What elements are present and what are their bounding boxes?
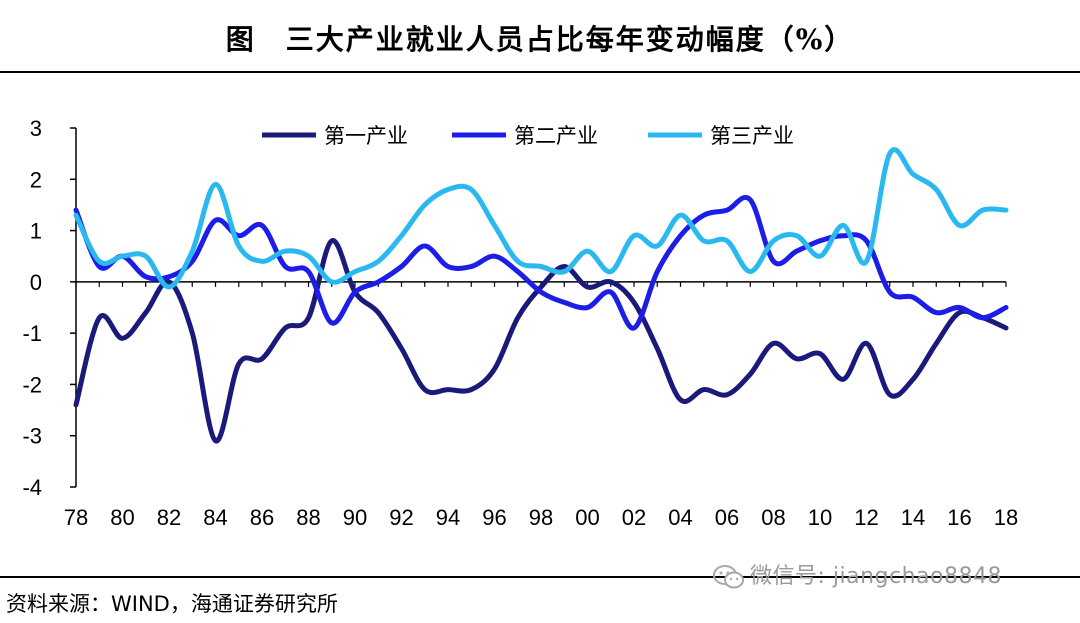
- x-tick-label: 86: [250, 505, 274, 530]
- y-tick-label: -3: [22, 424, 42, 449]
- x-tick-label: 78: [64, 505, 88, 530]
- x-tick-label: 90: [343, 505, 367, 530]
- watermark-text: 微信号: jiangchao8848: [750, 564, 1002, 589]
- chart-title: 图 三大产业就业人员占比每年变动幅度（%）: [225, 23, 855, 56]
- x-tick-label: 10: [808, 505, 832, 530]
- x-tick-label: 02: [622, 505, 646, 530]
- y-tick-label: 0: [30, 270, 42, 295]
- series-line-3: [73, 147, 1009, 290]
- top-rule: [0, 71, 1080, 73]
- x-tick-label: 80: [110, 505, 134, 530]
- x-tick-label: 04: [668, 505, 692, 530]
- x-tick-label: 98: [529, 505, 553, 530]
- x-tick-label: 12: [854, 505, 878, 530]
- legend-label-3: 第三产业: [710, 124, 794, 148]
- x-tick-label: 96: [482, 505, 506, 530]
- y-tick-label: 3: [30, 116, 42, 141]
- legend-label-2: 第二产业: [514, 124, 598, 148]
- x-tick-label: 16: [947, 505, 971, 530]
- x-tick-label: 92: [389, 505, 413, 530]
- x-tick-label: 14: [901, 505, 925, 530]
- y-tick-label: -2: [22, 372, 42, 397]
- x-tick-label: 84: [203, 505, 227, 530]
- x-tick-label: 08: [761, 505, 785, 530]
- wechat-icon: [713, 565, 744, 589]
- series-line-1: [73, 238, 1009, 444]
- bottom-rule: [0, 576, 1080, 578]
- y-tick-label: -1: [22, 321, 42, 346]
- legend-label-1: 第一产业: [324, 124, 408, 148]
- y-tick-label: 2: [30, 167, 42, 192]
- x-tick-label: 00: [575, 505, 599, 530]
- wechat-watermark: 微信号: jiangchao8848: [712, 558, 1002, 590]
- title-bar: 图 三大产业就业人员占比每年变动幅度（%）: [0, 0, 1080, 73]
- y-tick-label: 1: [30, 219, 42, 244]
- x-tick-label: 94: [436, 505, 460, 530]
- source-note: 资料来源：WIND，海通证券研究所: [6, 592, 338, 616]
- x-tick-label: 82: [157, 505, 181, 530]
- x-tick-label: 18: [994, 505, 1018, 530]
- x-tick-label: 88: [296, 505, 320, 530]
- y-tick-label: -4: [22, 475, 42, 500]
- x-tick-label: 06: [715, 505, 739, 530]
